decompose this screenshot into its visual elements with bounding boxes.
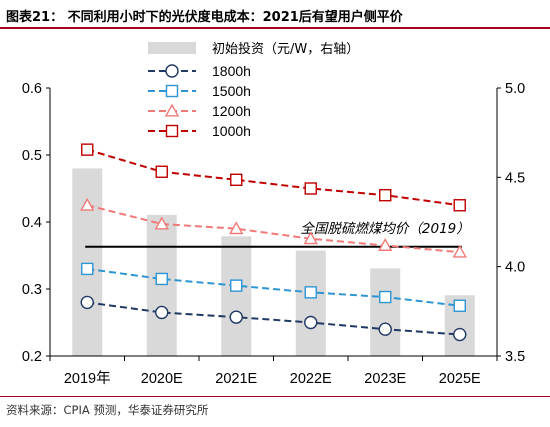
point-1800h-4 [378, 322, 392, 336]
right-tick-label: 5.0 [505, 81, 525, 97]
point-1200h-0 [80, 197, 95, 211]
x-tick-label: 2019年 [64, 370, 111, 387]
bar-investment-2 [221, 236, 252, 356]
point-1800h-1 [155, 305, 169, 320]
point-1500h-1 [155, 272, 168, 286]
reference-line-label: 全国脱硫燃煤均价（2019） [300, 221, 469, 237]
legend-marker-1200h [164, 103, 180, 117]
legend-label-1800h: 1800h [212, 63, 251, 79]
series-line-1800h [87, 301, 460, 336]
point-1800h-3 [304, 315, 318, 330]
point-1200h-4 [378, 238, 393, 251]
legend-label-1200h: 1200h [212, 103, 251, 119]
legend-label-1500h: 1500h [212, 83, 251, 99]
point-1200h-1 [154, 216, 169, 230]
x-tick-label: 2022E [290, 371, 332, 387]
point-1500h-4 [379, 290, 392, 304]
legend-marker-1800h [165, 64, 179, 78]
right-tick-label: 3.5 [505, 349, 525, 365]
series-line-1200h [87, 204, 460, 254]
point-1800h-0 [80, 295, 94, 310]
point-1000h-4 [379, 188, 392, 202]
bar-investment-1 [146, 214, 177, 356]
legend-swatch-investment [148, 42, 196, 54]
point-1800h-5 [453, 327, 467, 342]
point-1200h-2 [229, 221, 244, 235]
legend-label-1000h: 1000h [212, 123, 251, 139]
left-tick-label: 0.5 [22, 148, 42, 164]
left-tick-label: 0.4 [22, 215, 42, 231]
point-1500h-3 [304, 286, 317, 299]
left-tick-label: 0.6 [22, 81, 42, 97]
bar-investment-4 [370, 268, 401, 356]
point-1000h-5 [453, 199, 466, 212]
x-tick-label: 2021E [215, 371, 257, 387]
series-line-1000h [86, 148, 460, 207]
point-1000h-2 [230, 173, 243, 186]
x-tick-label: 2025E [439, 371, 481, 387]
series-line-1500h [87, 267, 460, 307]
legend-marker-1000h [165, 124, 179, 138]
left-tick-label: 0.2 [22, 349, 42, 365]
point-1000h-3 [304, 182, 317, 195]
legend: 初始投资（元/W，右轴） 1800h 1500h 1200h 1000h [148, 41, 359, 139]
point-1800h-2 [229, 310, 243, 324]
point-1500h-2 [230, 279, 243, 292]
source-divider [0, 396, 550, 397]
right-tick-label: 4.0 [505, 260, 525, 276]
point-1200h-3 [303, 231, 318, 245]
point-1500h-5 [453, 299, 466, 312]
point-1000h-1 [155, 165, 168, 178]
legend-label-investment: 初始投资（元/W，右轴） [212, 41, 359, 57]
source-note: 资料来源：CPIA 预测，华泰证券研究所 [6, 403, 209, 417]
plot-area: 0.2 0.3 0.4 0.5 0.6 3.5 4.0 4.5 5.0 2019年 2020E 202… [22, 81, 525, 387]
bar-investment-3 [295, 250, 326, 356]
x-tick-label: 2023E [364, 371, 406, 387]
chart-title: 图表21： 不同利用小时下的光伏度电成本：2021后有望用户侧平价 [6, 10, 403, 25]
point-1500h-0 [81, 262, 94, 276]
x-tick-label: 2020E [141, 371, 183, 387]
title-divider [0, 27, 550, 29]
point-1200h-5 [452, 244, 467, 258]
point-1000h-0 [81, 143, 94, 156]
right-tick-label: 4.5 [505, 170, 525, 186]
left-tick-label: 0.3 [22, 282, 42, 298]
legend-marker-1500h [165, 84, 179, 98]
bar-investment-0 [72, 168, 103, 356]
